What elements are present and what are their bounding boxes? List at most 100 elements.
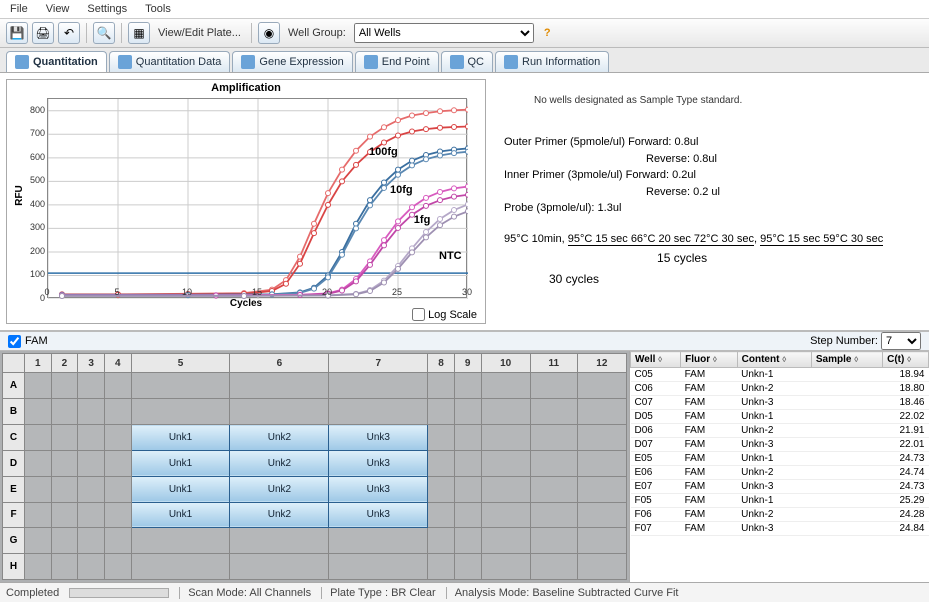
wellgroup-select[interactable]: All Wells — [354, 23, 534, 43]
plate-well-empty[interactable] — [51, 425, 78, 451]
tab-end-point[interactable]: End Point — [355, 51, 439, 72]
plate-well-empty[interactable] — [131, 554, 230, 580]
plate-well-empty[interactable] — [428, 528, 455, 554]
plate-well-empty[interactable] — [25, 373, 52, 399]
plate-well[interactable]: Unk3 — [329, 502, 428, 528]
chart-plot-area[interactable] — [47, 98, 467, 298]
plate-well-empty[interactable] — [428, 450, 455, 476]
plate-well-empty[interactable] — [25, 425, 52, 451]
menu-tools[interactable]: Tools — [145, 3, 171, 15]
plate-well-empty[interactable] — [25, 502, 52, 528]
plate-well-empty[interactable] — [577, 425, 626, 451]
menu-view[interactable]: View — [46, 3, 70, 15]
plate-well-empty[interactable] — [454, 450, 481, 476]
plate-well-empty[interactable] — [530, 373, 577, 399]
plate-well[interactable]: Unk1 — [131, 425, 230, 451]
plate-well-empty[interactable] — [454, 399, 481, 425]
plate-well-empty[interactable] — [481, 425, 530, 451]
plate-well-empty[interactable] — [25, 528, 52, 554]
plate-well-empty[interactable] — [51, 476, 78, 502]
plate-well-empty[interactable] — [577, 399, 626, 425]
plate-well-empty[interactable] — [25, 476, 52, 502]
results-row[interactable]: D07FAMUnkn-322.01 — [631, 438, 929, 452]
plate-well-empty[interactable] — [104, 502, 131, 528]
plate-well-empty[interactable] — [230, 373, 329, 399]
plate-well-empty[interactable] — [25, 450, 52, 476]
plate-well-empty[interactable] — [51, 554, 78, 580]
plate-well-empty[interactable] — [51, 502, 78, 528]
plate-well-empty[interactable] — [577, 373, 626, 399]
plate-well[interactable]: Unk2 — [230, 450, 329, 476]
plate-well-empty[interactable] — [78, 554, 105, 580]
undo-icon[interactable]: ↶ — [58, 22, 80, 44]
plate-well-empty[interactable] — [104, 373, 131, 399]
results-row[interactable]: F05FAMUnkn-125.29 — [631, 494, 929, 508]
search-icon[interactable]: 🔍 — [93, 22, 115, 44]
step-select[interactable]: 7 — [881, 332, 921, 350]
help-icon[interactable]: ? — [544, 27, 551, 39]
plate-well-empty[interactable] — [78, 502, 105, 528]
plate-well-empty[interactable] — [51, 373, 78, 399]
plate-well-empty[interactable] — [230, 528, 329, 554]
tab-qc[interactable]: QC — [441, 51, 494, 72]
plate-well-empty[interactable] — [78, 450, 105, 476]
plate-well-empty[interactable] — [577, 528, 626, 554]
results-col-header[interactable]: Fluor ◊ — [681, 352, 738, 368]
plate-well-empty[interactable] — [428, 502, 455, 528]
viewedit-label[interactable]: View/Edit Plate... — [158, 27, 241, 39]
tab-quantitation[interactable]: Quantitation — [6, 51, 107, 72]
results-row[interactable]: E06FAMUnkn-224.74 — [631, 466, 929, 480]
results-row[interactable]: C07FAMUnkn-318.46 — [631, 396, 929, 410]
plate-well-empty[interactable] — [481, 528, 530, 554]
plate-well-empty[interactable] — [481, 554, 530, 580]
results-col-header[interactable]: Well ◊ — [631, 352, 681, 368]
fluor-checkbox[interactable] — [8, 335, 21, 348]
plate-well-empty[interactable] — [104, 399, 131, 425]
results-col-header[interactable]: Sample ◊ — [811, 352, 882, 368]
plate-well[interactable]: Unk3 — [329, 450, 428, 476]
plate-well-empty[interactable] — [51, 399, 78, 425]
plate-well-empty[interactable] — [78, 528, 105, 554]
plate-well-empty[interactable] — [530, 554, 577, 580]
plate-well-empty[interactable] — [481, 399, 530, 425]
plate-well[interactable]: Unk2 — [230, 502, 329, 528]
plate-well-empty[interactable] — [329, 554, 428, 580]
plate-icon[interactable]: ▦ — [128, 22, 150, 44]
plate-well-empty[interactable] — [577, 450, 626, 476]
plate-well-empty[interactable] — [104, 476, 131, 502]
plate-well-empty[interactable] — [104, 554, 131, 580]
plate-well-empty[interactable] — [104, 528, 131, 554]
plate-well-empty[interactable] — [51, 528, 78, 554]
results-row[interactable]: D05FAMUnkn-122.02 — [631, 410, 929, 424]
logscale-toggle[interactable]: Log Scale — [412, 308, 477, 321]
print-icon[interactable]: 🖨 — [32, 22, 54, 44]
plate-well[interactable]: Unk3 — [329, 425, 428, 451]
plate-well-empty[interactable] — [78, 425, 105, 451]
plate-well-empty[interactable] — [454, 554, 481, 580]
tab-run-information[interactable]: Run Information — [495, 51, 609, 72]
logscale-checkbox[interactable] — [412, 308, 425, 321]
plate-well-empty[interactable] — [577, 502, 626, 528]
plate-well-empty[interactable] — [78, 476, 105, 502]
plate-well-empty[interactable] — [104, 425, 131, 451]
plate-well-empty[interactable] — [428, 425, 455, 451]
plate-well[interactable]: Unk2 — [230, 425, 329, 451]
results-col-header[interactable]: C(t) ◊ — [883, 352, 929, 368]
results-row[interactable]: E07FAMUnkn-324.73 — [631, 480, 929, 494]
plate-well[interactable]: Unk3 — [329, 476, 428, 502]
results-row[interactable]: E05FAMUnkn-124.73 — [631, 452, 929, 466]
results-row[interactable]: C05FAMUnkn-118.94 — [631, 368, 929, 382]
plate-well-empty[interactable] — [230, 399, 329, 425]
results-row[interactable]: F06FAMUnkn-224.28 — [631, 508, 929, 522]
plate-well-empty[interactable] — [25, 399, 52, 425]
results-col-header[interactable]: Content ◊ — [737, 352, 811, 368]
plate-well-empty[interactable] — [78, 373, 105, 399]
results-row[interactable]: D06FAMUnkn-221.91 — [631, 424, 929, 438]
plate-well-empty[interactable] — [481, 476, 530, 502]
plate-well-empty[interactable] — [230, 554, 329, 580]
plate-well-empty[interactable] — [454, 502, 481, 528]
plate-well-empty[interactable] — [428, 476, 455, 502]
wellgroup-icon[interactable]: ◉ — [258, 22, 280, 44]
plate-well-empty[interactable] — [428, 399, 455, 425]
plate-well[interactable]: Unk1 — [131, 502, 230, 528]
